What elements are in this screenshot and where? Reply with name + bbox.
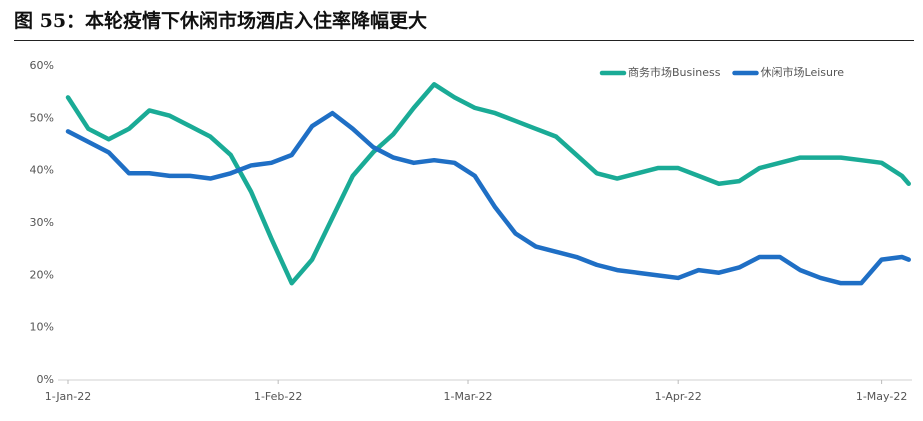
y-tick-label: 20% xyxy=(30,268,54,281)
x-tick-label: 1-Mar-22 xyxy=(444,390,493,403)
y-tick-label: 10% xyxy=(30,321,54,334)
legend-label: 商务市场Business xyxy=(628,65,721,79)
chart-title: 图 55：本轮疫情下休闲市场酒店入住率降幅更大 xyxy=(14,10,428,32)
series-line xyxy=(65,82,911,286)
x-tick-label: 1-Feb-22 xyxy=(254,390,302,403)
series-line xyxy=(65,110,911,286)
title-rule xyxy=(14,40,914,41)
x-tick-label: 1-May-22 xyxy=(856,390,907,403)
y-tick-label: 0% xyxy=(37,373,54,386)
y-tick-label: 30% xyxy=(30,216,54,229)
x-tick-label: 1-Jan-22 xyxy=(45,390,92,403)
legend-label: 休闲市场Leisure xyxy=(761,65,845,79)
y-tick-label: 50% xyxy=(30,111,54,124)
x-tick-label: 1-Apr-22 xyxy=(655,390,702,403)
y-tick-label: 60% xyxy=(30,59,54,72)
y-tick-label: 40% xyxy=(30,164,54,177)
